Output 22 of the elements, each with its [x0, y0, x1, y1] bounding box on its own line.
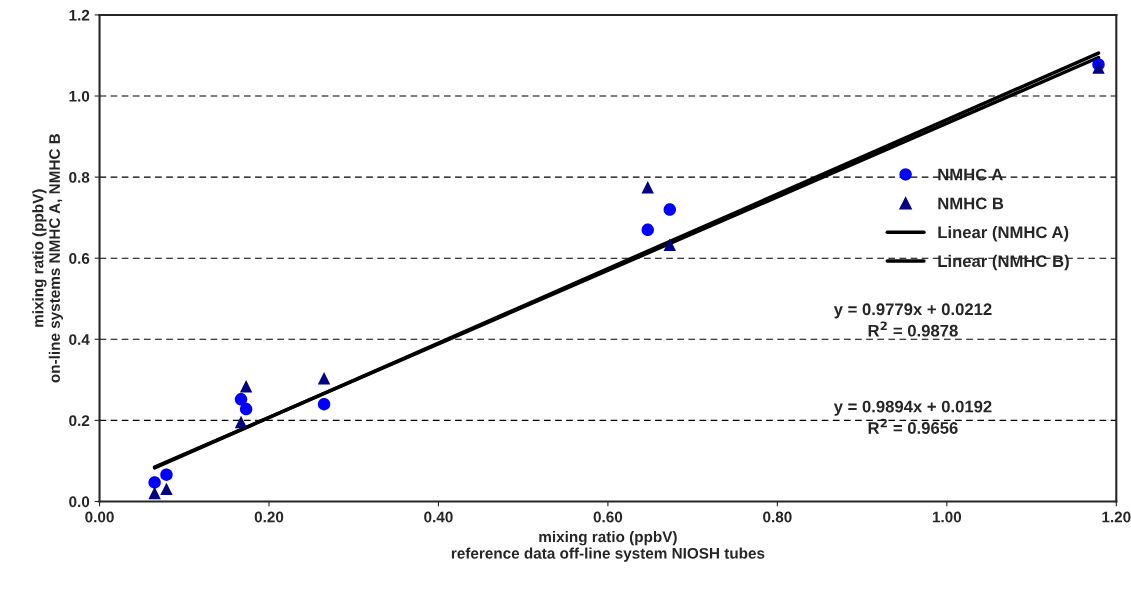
y-tick-label: 0.0 [69, 496, 90, 508]
x-tick-label: 0.20 [254, 511, 284, 523]
y-tick-label: 1.0 [69, 90, 90, 102]
y-tick-label: 1.2 [69, 9, 90, 21]
x-tick-label: 0.00 [85, 511, 114, 523]
y-tick-label: 0.8 [69, 171, 90, 183]
annotation: y = 0.9894x + 0.0192 R$^{2}$ = 0.9656 [833, 400, 992, 434]
annotation: y = 0.9779x + 0.0212 R$^{2}$ = 0.9878 [833, 303, 992, 337]
y-tick-label: 0.6 [69, 253, 90, 264]
y-axis-title: mixing ratio (ppbV) on-line systems NMHC A, NMHC B [32, 133, 64, 383]
x-tick-label: 0.60 [593, 511, 623, 523]
x-axis-title: mixing ratio (ppbV) reference data off-line system NIOSH tubes [451, 531, 765, 562]
legend-label: Linear (NMHC B) [938, 254, 1069, 271]
legend-label: Linear (NMHC A) [938, 225, 1069, 242]
x-tick-label: 0.40 [424, 511, 453, 523]
y-tick-label: 0.2 [69, 415, 90, 427]
legend-label: NMHC B [938, 197, 1004, 210]
legend-label: NMHC A [938, 168, 1003, 181]
x-tick-label: 0.80 [763, 511, 792, 523]
x-tick-label: 1.00 [932, 511, 962, 523]
x-tick-label: 1.20 [1102, 511, 1131, 523]
y-tick-label: 0.4 [69, 334, 90, 345]
